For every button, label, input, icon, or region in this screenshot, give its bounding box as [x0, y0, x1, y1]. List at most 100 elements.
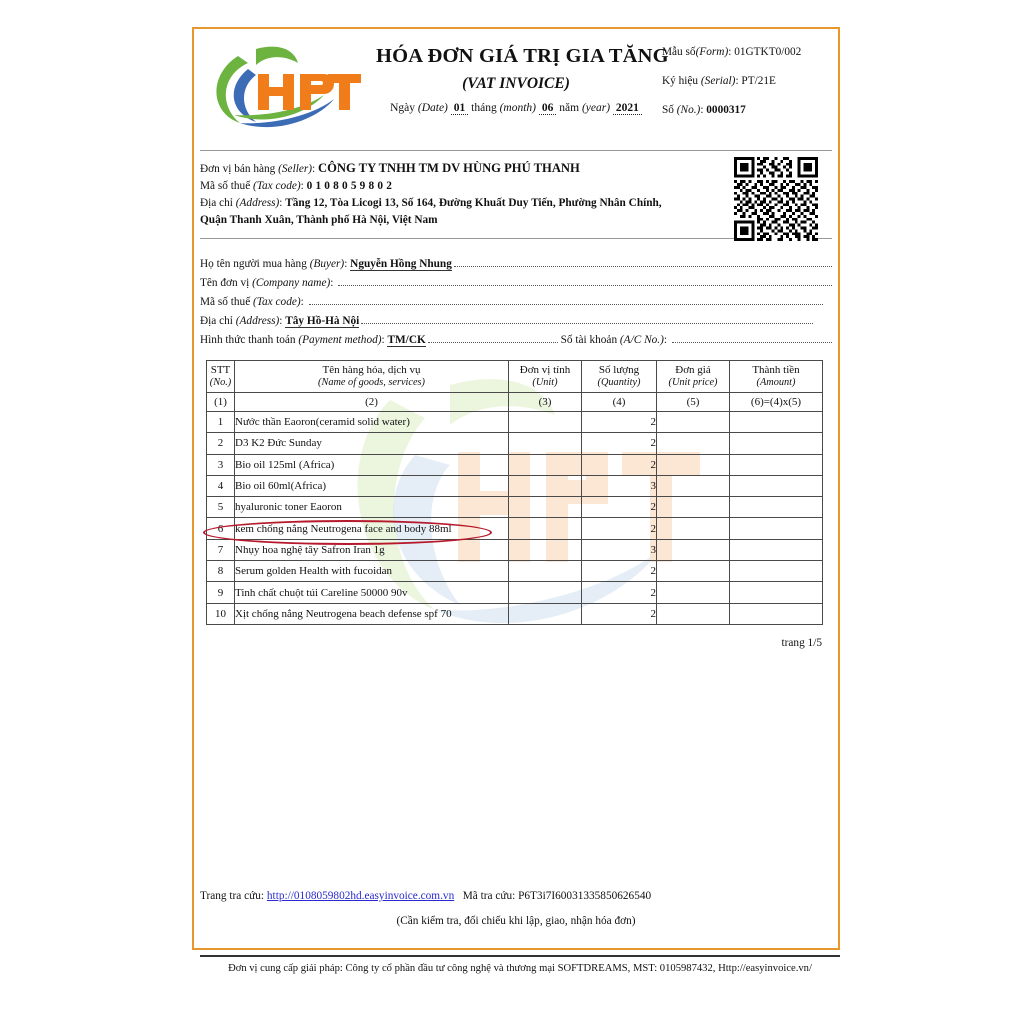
number-row: Số (No.): 0000317 — [662, 103, 746, 116]
invoice-title-block: HÓA ĐƠN GIÁ TRỊ GIA TĂNG (VAT INVOICE) N… — [376, 45, 669, 115]
table-row: 4 Bio oil 60ml(Africa) 3 — [206, 474, 823, 498]
form-row: Mẫu số(Form): 01GTKT0/002 — [662, 46, 802, 58]
cell-quantity: 2 — [581, 560, 657, 583]
buyer-payment-label-en: (Payment method) — [298, 334, 382, 346]
cell-amount — [729, 410, 823, 434]
lookup-url-link[interactable]: http://0108059802hd.easyinvoice.com.vn — [266, 890, 455, 902]
lookup-line: Trang tra cứu: http://0108059802hd.easyi… — [200, 890, 832, 902]
cell-unit-price — [656, 410, 730, 434]
col-num-6: (6)=(4)x(5) — [729, 392, 823, 412]
invoice-footer: Trang tra cứu: http://0108059802hd.easyi… — [200, 890, 832, 927]
col-num-3: (3) — [508, 392, 582, 412]
cell-unit-price — [656, 602, 730, 625]
cell-unit-price — [656, 560, 730, 583]
cell-quantity: 2 — [581, 602, 657, 625]
cell-amount — [729, 538, 823, 562]
buyer-tax-row: Mã số thuế (Tax code): — [200, 294, 832, 313]
cell-name: Tinh chất chuột túi Careline 50000 90v — [234, 581, 509, 604]
page-number: trang 1/5 — [781, 637, 822, 649]
buyer-company-label-vn: Tên đơn vị — [200, 277, 250, 289]
cell-quantity: 2 — [581, 496, 657, 519]
th-name-vn: Tên hàng hóa, dịch vụ — [322, 363, 421, 376]
seller-address-line1: Tầng 12, Tòa Licogi 13, Số 164, Đường Kh… — [285, 197, 662, 210]
cell-quantity: 3 — [581, 474, 657, 498]
cell-stt: 5 — [206, 496, 235, 519]
cell-name: kem chống nắng Neutrogena face and body … — [234, 517, 509, 540]
cell-stt: 4 — [206, 474, 235, 498]
th-stt: STT (No.) — [206, 360, 235, 393]
cell-name: Bio oil 125ml (Africa) — [234, 453, 509, 476]
serial-row: Ký hiệu (Serial): PT/21E — [662, 74, 776, 87]
cell-amount — [729, 581, 823, 604]
cell-amount — [729, 474, 823, 498]
cell-amount — [729, 496, 823, 519]
seller-name-row: Đơn vị bán hàng (Seller): CÔNG TY TNHH T… — [200, 161, 580, 175]
buyer-name-label-vn: Họ tên người mua hàng — [200, 258, 307, 270]
buyer-name-value: Nguyễn Hồng Nhung — [350, 258, 452, 271]
seller-name-value: CÔNG TY TNHH TM DV HÙNG PHÚ THANH — [317, 161, 580, 175]
items-table-body: 1 Nước thần Eaoron(ceramid solid water) 2 2… — [206, 410, 823, 625]
number-label-en: (No.) — [676, 103, 701, 116]
form-value: 01GTKT0/002 — [734, 46, 802, 58]
table-row: 6 kem chống nắng Neutrogena face and body… — [206, 517, 823, 540]
seller-tax-row: Mã số thuế (Tax code): 0108059802 — [200, 180, 396, 193]
cell-amount — [729, 602, 823, 625]
buyer-tax-label-en: (Tax code) — [253, 296, 301, 308]
date-label-vn: Ngày — [390, 102, 415, 114]
th-stt-vn: STT — [210, 363, 231, 376]
lookup-label: Trang tra cứu: — [200, 890, 265, 902]
th-qty: Số lượng (Quantity) — [581, 360, 657, 393]
buyer-address-row: Địa chỉ (Address): Tây Hồ-Hà Nội — [200, 313, 832, 332]
cell-unit-price — [656, 453, 730, 476]
buyer-address-label-en: (Address) — [235, 315, 280, 327]
buyer-address-label-vn: Địa chỉ — [200, 315, 233, 327]
col-num-2: (2) — [234, 392, 509, 412]
form-label-vn: Mẫu số — [662, 46, 696, 58]
buyer-name-label-en: (Buyer) — [309, 258, 345, 270]
th-amount-vn: Thành tiền — [752, 363, 800, 376]
cell-stt: 1 — [206, 410, 235, 434]
cell-unit — [508, 432, 582, 455]
cell-unit — [508, 517, 582, 540]
cell-name: hyaluronic toner Eaoron — [234, 496, 509, 519]
table-row: 8 Serum golden Health with fucoidan 2 — [206, 560, 823, 583]
col-num-1: (1) — [206, 392, 235, 412]
th-name-en: (Name of goods, services) — [318, 376, 425, 388]
buyer-address-value: Tây Hồ-Hà Nội — [285, 315, 360, 328]
items-table-wrapper: STT (No.) Tên hàng hóa, dịch vụ (Name of… — [206, 360, 823, 625]
cell-amount — [729, 560, 823, 583]
invoice-header: HÓA ĐƠN GIÁ TRỊ GIA TĂNG (VAT INVOICE) N… — [200, 35, 832, 145]
buyer-company-label-en: (Company name) — [252, 277, 331, 289]
cell-unit — [508, 581, 582, 604]
cell-name: Bio oil 60ml(Africa) — [234, 474, 509, 498]
table-row: 2 D3 K2 Đức Sunday 2 — [206, 432, 823, 455]
table-numbering-row: (1) (2) (3) (4) (5) (6)=(4)x(5) — [206, 392, 823, 412]
th-price-en: (Unit price) — [668, 376, 718, 388]
seller-tax-label-en: (Tax code) — [253, 180, 301, 193]
buyer-payment-value: TM/CK — [387, 334, 426, 347]
cell-stt: 10 — [206, 602, 235, 625]
cell-unit — [508, 560, 582, 583]
cell-quantity: 2 — [581, 410, 657, 434]
cell-unit — [508, 453, 582, 476]
date-month-value: 06 — [538, 102, 557, 115]
invoice-date-line: Ngày (Date) 01 tháng (month) 06 năm (yea… — [376, 102, 656, 115]
th-price-vn: Đơn giá — [675, 363, 711, 376]
table-row: 10 Xịt chống nắng Neutrogena beach defens… — [206, 602, 823, 625]
th-unit: Đơn vị tính (Unit) — [508, 360, 582, 393]
provider-line: Đơn vị cung cấp giải pháp: Công ty cổ ph… — [200, 955, 840, 974]
cell-unit — [508, 496, 582, 519]
table-row: 9 Tinh chất chuột túi Careline 50000 90v 2 — [206, 581, 823, 604]
items-table: STT (No.) Tên hàng hóa, dịch vụ (Name of… — [206, 360, 823, 625]
th-price: Đơn giá (Unit price) — [656, 360, 730, 393]
table-row: 1 Nước thần Eaoron(ceramid solid water) 2 — [206, 410, 823, 434]
seller-section: Đơn vị bán hàng (Seller): CÔNG TY TNHH T… — [200, 150, 832, 241]
cell-quantity: 2 — [581, 581, 657, 604]
th-stt-en: (No.) — [209, 376, 232, 388]
hpt-logo — [216, 46, 361, 128]
year-label-en: (year) — [581, 102, 611, 114]
cell-stt: 3 — [206, 453, 235, 476]
buyer-section: Họ tên người mua hàng (Buyer): Nguyễn Hồ… — [200, 256, 832, 351]
qr-code-icon — [734, 157, 818, 241]
number-label-vn: Số — [662, 103, 674, 116]
